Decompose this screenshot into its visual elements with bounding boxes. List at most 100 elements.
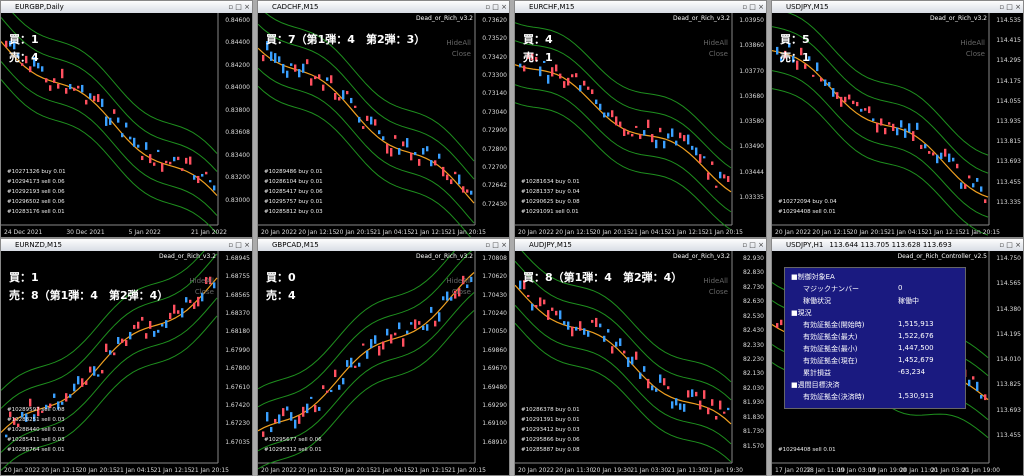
- price-label: 0.72642: [482, 182, 507, 190]
- candle: [177, 156, 180, 161]
- price-label: 1.69860: [482, 346, 507, 354]
- time-label: 21 Jan 04:15: [630, 229, 669, 236]
- panel-button[interactable]: Close: [708, 288, 728, 296]
- candle: [113, 352, 116, 356]
- info-row: ■制御対象EA: [791, 272, 951, 282]
- candle: [205, 171, 208, 175]
- title-bar: EURNZD,M15 ▫ □ ×: [1, 239, 252, 251]
- info-label: マジックナンバー: [803, 285, 859, 293]
- price-label: 113.825: [996, 381, 1021, 389]
- candle: [816, 62, 819, 72]
- window-controls[interactable]: ▫ □ ×: [742, 3, 764, 11]
- candle: [262, 54, 265, 62]
- chart-canvas: [1, 13, 219, 234]
- candle: [169, 312, 172, 320]
- candle: [635, 351, 638, 360]
- indicator-name: Dead_or_Rich_v3.2: [673, 15, 730, 22]
- candle: [599, 103, 602, 110]
- moving-average: [515, 284, 732, 425]
- panel-button[interactable]: Close: [451, 50, 471, 58]
- candle: [860, 108, 863, 112]
- window-title: USDJPY,M15: [786, 3, 829, 11]
- price-label: 113.455: [996, 431, 1021, 439]
- candle: [607, 112, 610, 117]
- candle: [378, 130, 381, 135]
- order-label: #10289486 buy 0.01: [264, 169, 323, 175]
- price-label: 1.03335: [739, 193, 764, 201]
- price-label: 1.67035: [225, 438, 250, 446]
- price-label: 0.73520: [482, 35, 507, 43]
- candle: [792, 55, 795, 63]
- band-line: [258, 251, 473, 408]
- candle: [57, 83, 60, 89]
- window-controls[interactable]: ▫ □ ×: [999, 241, 1021, 249]
- price-label: 1.68180: [225, 328, 250, 336]
- candle: [185, 157, 188, 164]
- panel-button[interactable]: HideAll: [446, 277, 471, 285]
- window-controls[interactable]: ▫ □ ×: [228, 241, 250, 249]
- candle: [707, 172, 710, 180]
- candle: [872, 118, 875, 122]
- window-controls[interactable]: ▫ □ ×: [485, 241, 507, 249]
- candle: [808, 56, 811, 61]
- order-label: #10288251 sell 0.03: [7, 417, 65, 423]
- panel-button[interactable]: HideAll: [960, 39, 985, 47]
- candle: [723, 411, 726, 414]
- panel-button[interactable]: Close: [194, 288, 214, 296]
- candle: [61, 401, 64, 405]
- candle: [579, 321, 582, 331]
- order-label: #10292193 sell 0.06: [7, 189, 65, 195]
- price-label: 0.73300: [482, 72, 507, 80]
- candle: [278, 414, 281, 424]
- candle: [888, 122, 891, 125]
- panel-button[interactable]: HideAll: [189, 277, 214, 285]
- candle: [346, 360, 349, 367]
- candle: [627, 131, 630, 135]
- panel-button[interactable]: HideAll: [703, 39, 728, 47]
- price-label: 82.730: [743, 283, 764, 291]
- panel-button[interactable]: Close: [708, 50, 728, 58]
- info-value: 1,452,679: [898, 356, 934, 364]
- window-controls[interactable]: ▫ □ ×: [228, 3, 250, 11]
- price-label: 114.415: [996, 37, 1021, 45]
- candle: [101, 369, 104, 374]
- price-label: 82.330: [743, 341, 764, 349]
- window-controls[interactable]: ▫ □ ×: [999, 3, 1021, 11]
- panel-button[interactable]: Close: [965, 50, 985, 58]
- candle: [671, 401, 674, 409]
- price-label: 1.68565: [225, 291, 250, 299]
- window-controls[interactable]: ▫ □ ×: [485, 3, 507, 11]
- info-value: 1,515,913: [898, 320, 934, 328]
- candle: [422, 148, 425, 155]
- candle: [366, 350, 369, 359]
- price-label: 114.380: [996, 305, 1021, 313]
- chart-canvas: [258, 13, 476, 237]
- candle: [968, 379, 971, 387]
- candle: [631, 356, 634, 365]
- window-title: EURCHF,M15: [529, 3, 575, 11]
- panel-button[interactable]: Close: [451, 288, 471, 296]
- time-label: 21 Jan 03:30: [630, 467, 669, 474]
- order-label: #10285417 buy 0.06: [264, 189, 323, 195]
- price-label: 114.295: [996, 57, 1021, 65]
- candle: [519, 280, 522, 290]
- chart-window: USDJPY,H1 113.644 113.705 113.628 113.693…: [771, 238, 1024, 476]
- candle: [607, 329, 610, 333]
- candle: [555, 64, 558, 72]
- panel-button[interactable]: HideAll: [446, 39, 471, 47]
- candle: [984, 394, 987, 401]
- window-controls[interactable]: ▫ □ ×: [742, 241, 764, 249]
- candle: [535, 56, 538, 62]
- candle: [201, 292, 204, 302]
- info-value: 1,530,913: [898, 392, 934, 400]
- time-label: 20 Jan 20:15: [335, 467, 374, 474]
- candle: [161, 163, 164, 172]
- band-line: [515, 40, 732, 169]
- panel-button[interactable]: HideAll: [703, 277, 728, 285]
- band-line: [515, 102, 732, 231]
- order-label: #10285411 sell 0.03: [7, 437, 65, 443]
- candle: [527, 294, 530, 298]
- candle: [354, 105, 357, 108]
- info-row: 有効証拠金(現在) 1,452,679: [803, 356, 963, 366]
- price-label: 82.030: [743, 384, 764, 392]
